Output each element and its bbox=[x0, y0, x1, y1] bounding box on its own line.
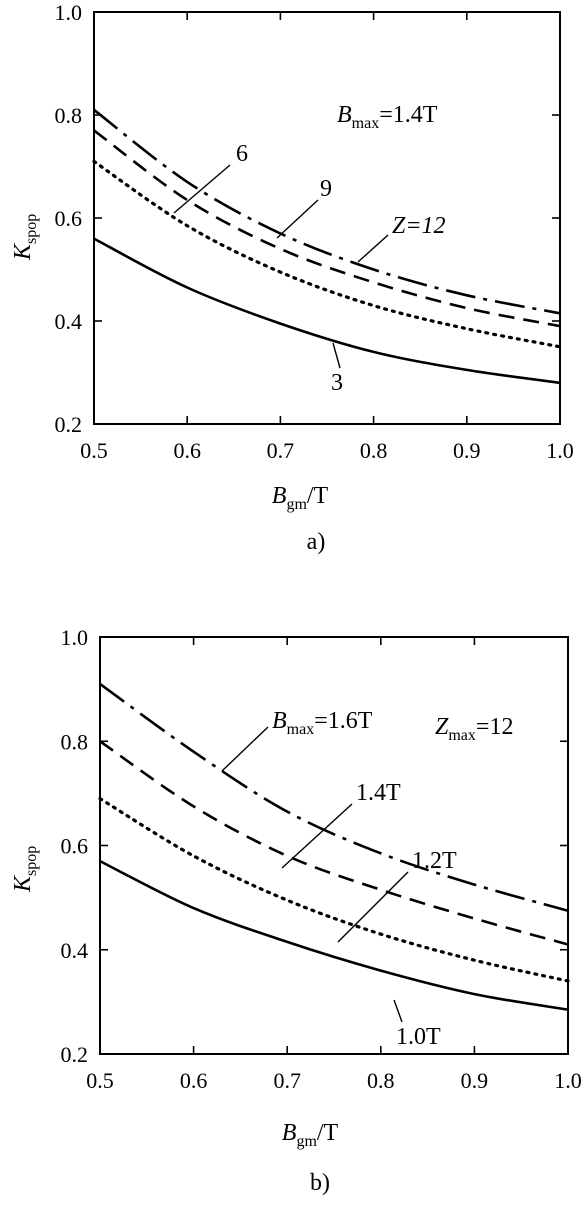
chart-b-label-10: 1.0T bbox=[396, 1024, 441, 1050]
chart-b-header: Zmax=12 bbox=[435, 714, 513, 744]
chart-b-xlabel: Bgm/T bbox=[282, 1120, 339, 1150]
chart-a-leader-6 bbox=[173, 164, 231, 214]
chart-b-ytick-label: 0.8 bbox=[61, 729, 89, 754]
chart-a-ytick-label: 0.4 bbox=[55, 309, 83, 334]
chart-a-leader-3 bbox=[332, 342, 341, 369]
chart-b-ytick-label: 0.6 bbox=[61, 834, 89, 859]
chart-b-xtick-label: 0.9 bbox=[461, 1068, 489, 1093]
chart-b-xtick-label: 0.8 bbox=[367, 1068, 395, 1093]
chart-b-xtick-label: 1.0 bbox=[554, 1068, 582, 1093]
chart-b-leader-16 bbox=[221, 726, 269, 772]
chart-b-xtick-label: 0.7 bbox=[273, 1068, 301, 1093]
chart-b-ytick-label: 0.2 bbox=[61, 1042, 89, 1067]
chart-b-leader-10 bbox=[393, 999, 403, 1023]
chart-a-xlabel: Bgm/T bbox=[272, 483, 329, 513]
chart-b-ticks: 0.5 0.6 0.7 0.8 0.9 1.0 0.2 0.4 0.6 0.8 1.0 bbox=[61, 625, 582, 1093]
chart-b-xtick-label: 0.5 bbox=[86, 1068, 114, 1093]
chart-a-xtick-label: 0.5 bbox=[80, 438, 108, 463]
chart-a-series-line-2 bbox=[93, 129, 561, 328]
chart-a-series-line-1 bbox=[93, 108, 561, 315]
chart-b-leader-14 bbox=[281, 803, 353, 869]
chart-a-series-line-3 bbox=[92, 159, 562, 349]
chart-a: 0.5 0.6 0.7 0.8 0.9 1.00.20.40.60.81.0 Kspop … bbox=[10, 0, 574, 555]
chart-a-label-12: Z=12 bbox=[392, 213, 446, 239]
chart-a-ytick-label: 0.2 bbox=[55, 412, 83, 437]
chart-b-frame bbox=[99, 636, 569, 1055]
chart-b-ylabel: Kspop bbox=[10, 846, 40, 893]
chart-a-ytick-label: 0.8 bbox=[55, 103, 83, 128]
chart-a-series-line-4 bbox=[93, 237, 561, 385]
chart-b-label-16: Bmax=1.6T bbox=[272, 708, 373, 738]
chart-a-frame bbox=[93, 11, 561, 425]
chart-a-header: Bmax=1.4T bbox=[337, 102, 438, 132]
chart-b-xtick-label: 0.6 bbox=[180, 1068, 208, 1093]
chart-a-xtick-label: 0.6 bbox=[173, 438, 201, 463]
chart-a-panel-label: a) bbox=[307, 529, 326, 555]
chart-a-ylabel: Kspop bbox=[10, 214, 40, 261]
chart-b-series-line-2 bbox=[99, 740, 569, 946]
chart-a-ytick-label: 0.6 bbox=[55, 206, 83, 231]
chart-a-xtick-label: 1.0 bbox=[546, 438, 574, 463]
chart-b: 0.5 0.6 0.7 0.8 0.9 1.00.20.40.60.81.0 Kspop … bbox=[10, 625, 582, 1196]
chart-a-label-9: 9 bbox=[320, 176, 332, 202]
chart-a-label-3: 3 bbox=[331, 370, 343, 396]
chart-b-ytick-label: 0.4 bbox=[61, 938, 89, 963]
chart-b-panel-label: b) bbox=[310, 1170, 330, 1196]
chart-a-leader-9 bbox=[276, 199, 319, 239]
chart-b-curves bbox=[98, 682, 570, 1011]
chart-a-xtick-label: 0.7 bbox=[267, 438, 295, 463]
chart-b-leader-12 bbox=[337, 871, 409, 943]
chart-b-series-line-4 bbox=[99, 859, 569, 1011]
chart-a-ytick-label: 1.0 bbox=[55, 0, 83, 25]
chart-a-curves bbox=[92, 108, 562, 385]
chart-b-label-14: 1.4T bbox=[356, 780, 401, 806]
chart-a-xtick-label: 0.8 bbox=[360, 438, 388, 463]
chart-a-leader-12 bbox=[357, 234, 389, 263]
chart-b-ytick-label: 1.0 bbox=[61, 625, 89, 650]
chart-b-series-line-1 bbox=[99, 682, 569, 912]
chart-a-ticks: 0.5 0.6 0.7 0.8 0.9 1.0 0.2 0.4 0.6 0.8 1.0 bbox=[55, 0, 574, 463]
chart-a-label-6: 6 bbox=[236, 141, 248, 167]
chart-b-label-12: 1.2T bbox=[412, 848, 457, 874]
chart-a-xtick-label: 0.9 bbox=[453, 438, 481, 463]
chart-b-series-line-3 bbox=[98, 797, 570, 983]
